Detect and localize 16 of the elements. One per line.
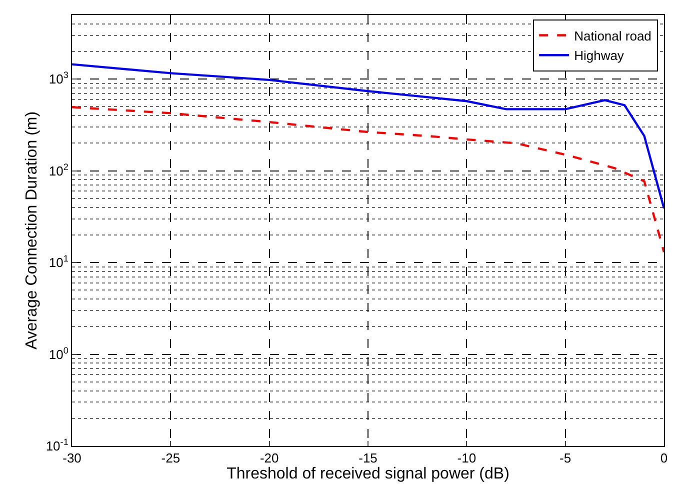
line-series <box>72 106 664 254</box>
line-series <box>72 63 664 210</box>
legend-label: National road <box>574 28 652 44</box>
y-tick-label: 10$^{2}$ <box>48 162 68 178</box>
y-tick-label: 10$^{1}$ <box>48 254 68 270</box>
x-axis-title: Threshold of received signal power (dB) <box>226 466 510 483</box>
x-tick-label: -25 <box>161 450 180 466</box>
y-axis-title: Average Connection Duration (m) <box>24 111 41 350</box>
legend-label: Highway <box>574 48 624 64</box>
y-tick-label: 10$^{0}$ <box>48 345 68 362</box>
x-tick-label: -20 <box>260 450 279 466</box>
x-tick-label: -5 <box>560 450 572 466</box>
x-tick-label: -15 <box>358 450 378 466</box>
y-tick-label: 10$^{3}$ <box>48 70 68 87</box>
x-tick-label: 0 <box>660 450 668 466</box>
x-tick-label: -10 <box>457 450 476 466</box>
